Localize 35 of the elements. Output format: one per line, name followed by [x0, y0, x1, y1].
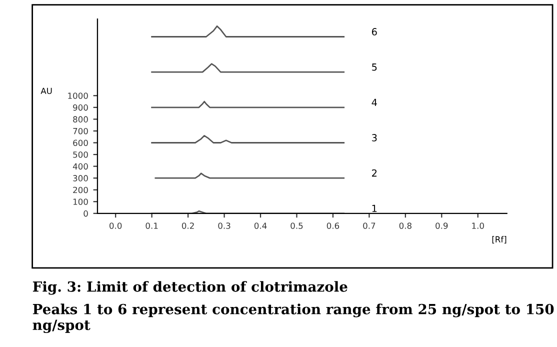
text: 5 [372, 64, 377, 71]
text: Peaks 1 to 6 represent concentration range from 25 ng/spot to 150 ng/spot [32, 304, 554, 334]
x-tick-label: 0.0 [110, 222, 122, 229]
x-tick-label: 0.4 [254, 222, 267, 229]
y-axis-title: AU [40, 88, 52, 94]
y-tick-label: 400 [72, 163, 88, 170]
text: 4 [372, 98, 377, 106]
x-tick-label: 1.0 [472, 222, 484, 229]
x-tick-label: 0.9 [436, 222, 448, 229]
y-tick-label: 100 [73, 198, 88, 205]
y-tick-label: 1000 [68, 92, 88, 99]
y-tick-label: 800 [73, 116, 88, 122]
x-tick-label: 0.7 [363, 222, 376, 229]
y-tick-label: 600 [73, 140, 88, 146]
x-tick-label: 0.1 [146, 222, 158, 229]
text: 1 [372, 204, 377, 212]
x-tick-label: 0.6 [326, 222, 340, 229]
x-tick-label: 0.2 [182, 222, 194, 229]
text: Fig. 3: Limit of detection of clotrimazole [32, 281, 348, 295]
text: 6 [372, 28, 377, 36]
x-tick-label: 0.8 [399, 222, 412, 229]
line-series [151, 134, 345, 144]
line-series [151, 25, 345, 38]
y-tick-label: 700 [73, 128, 88, 134]
line-series [151, 63, 345, 73]
y-tick-label: 0 [84, 210, 88, 217]
x-tick-label: 0.3 [218, 222, 230, 229]
y-tick-label: 200 [73, 186, 88, 194]
text: 2 [372, 169, 377, 177]
text: 3 [372, 134, 377, 142]
x-axis-title: [Rf] [492, 236, 506, 244]
x-tick-label: 0.5 [290, 222, 303, 229]
y-tick-label: 300 [73, 175, 88, 182]
y-tick-label: 500 [73, 152, 88, 158]
y-tick-label: 900 [73, 104, 88, 111]
